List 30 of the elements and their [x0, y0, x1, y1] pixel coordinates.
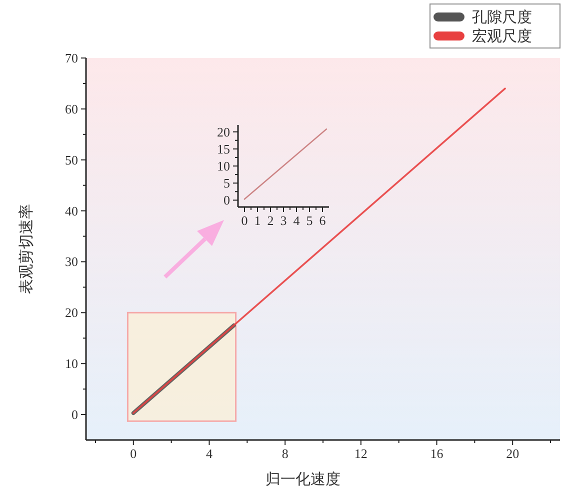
y-tick-label: 10: [65, 356, 78, 372]
y-tick-label: 20: [65, 305, 78, 320]
x-tick-label: 0: [130, 446, 137, 461]
y-tick-label: 40: [65, 203, 78, 218]
x-tick-label: 0: [241, 213, 248, 228]
x-tick-label: 5: [306, 213, 313, 228]
y-tick-label: 0: [224, 192, 230, 208]
y-tick-label: 70: [65, 50, 78, 66]
x-tick-label: 8: [282, 446, 288, 461]
x-tick-label: 12: [354, 446, 368, 461]
x-tick-label: 1: [254, 213, 261, 228]
y-tick-label: 0: [72, 407, 78, 422]
y-tick-label: 15: [217, 141, 230, 156]
y-tick-label: 50: [65, 152, 78, 168]
y-axis-title: 表观剪切速率: [17, 204, 35, 294]
x-axis-title: 归一化速度: [266, 470, 340, 488]
y-tick-label: 30: [65, 254, 78, 270]
x-tick-label: 4: [293, 213, 300, 228]
y-tick-label: 10: [217, 158, 230, 174]
legend-label: 宏观尺度: [472, 27, 532, 45]
x-tick-label: 6: [319, 213, 326, 228]
x-tick-label: 2: [267, 213, 274, 228]
legend-label: 孔隙尺度: [472, 8, 532, 26]
x-tick-label: 16: [430, 446, 444, 461]
x-tick-label: 3: [280, 213, 287, 228]
x-tick-label: 20: [506, 446, 520, 461]
y-tick-label: 20: [217, 124, 230, 140]
x-tick-label: 4: [206, 446, 213, 461]
y-tick-label: 60: [65, 101, 78, 116]
y-tick-label: 5: [224, 176, 230, 191]
